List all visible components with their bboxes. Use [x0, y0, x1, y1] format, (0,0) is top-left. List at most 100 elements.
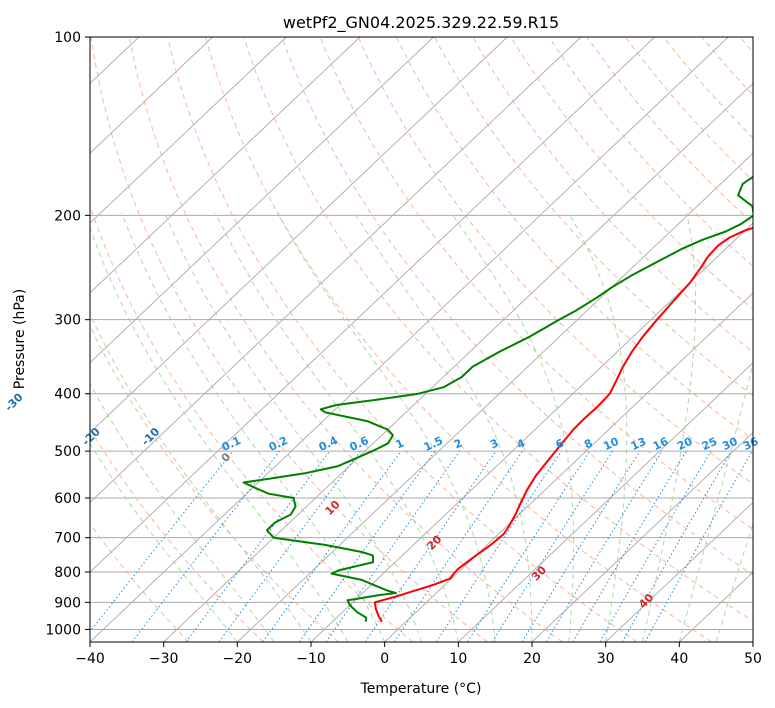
dry-adiabat — [205, 37, 712, 642]
mixing-ratio-line — [491, 450, 614, 642]
mixing-ratio-label: 6 — [554, 436, 567, 451]
dry-adiabat — [701, 37, 753, 96]
y-axis-label: Pressure (hPa) — [12, 289, 28, 389]
y-tick-label: 900 — [54, 595, 81, 611]
moist-adiabat — [354, 212, 533, 642]
mixing-ratio-line — [325, 450, 461, 642]
moist-adiabat — [90, 226, 349, 642]
mixing-ratio-label: 30 — [720, 435, 740, 453]
isotherm-gridline — [90, 37, 655, 573]
mixing-ratio-line — [644, 450, 753, 642]
mixing-ratio-line — [599, 450, 712, 642]
mixing-ratio-label: 2 — [452, 436, 464, 451]
dewpoint-profile — [242, 175, 753, 622]
x-tick-label: −20 — [223, 651, 253, 667]
y-tick-label: 400 — [54, 387, 81, 403]
isotherm-gridline — [90, 37, 508, 434]
mixing-ratio-label: 8 — [582, 436, 594, 451]
background-lines — [0, 37, 753, 642]
dry-adiabat — [434, 37, 753, 397]
mixing-ratio-line — [262, 450, 402, 642]
y-tick-label: 800 — [54, 565, 81, 581]
axes: −40 −30 −20 −10 0 10 20 30 40 50 100 200 300 400 500 60… — [45, 30, 762, 667]
dry-adiabat — [90, 325, 339, 642]
isotherm-gridline — [90, 37, 287, 224]
mixing-ratio-line — [621, 450, 732, 642]
dry-adiabat — [548, 37, 753, 267]
dry-adiabat — [739, 37, 753, 53]
moist-adiabat — [121, 212, 386, 642]
x-tick-label: 0 — [380, 651, 389, 667]
isotherm-gridline — [90, 37, 582, 503]
dry-adiabat — [510, 37, 753, 310]
mixing-ratio-line — [393, 450, 523, 642]
moist-adiabat — [90, 442, 238, 642]
x-tick-label: 30 — [597, 651, 615, 667]
isotherm-gridline — [384, 292, 753, 642]
moist-adiabat — [715, 522, 753, 642]
y-tick-label: 700 — [54, 531, 81, 547]
x-tick-label: 10 — [449, 651, 467, 667]
y-tick-label: 100 — [54, 30, 81, 46]
isotherm-gridline — [90, 37, 434, 364]
dry-adiabat-label: 10 — [323, 498, 343, 518]
dry-adiabat — [167, 37, 638, 642]
mixing-ratio-label: 10 — [601, 435, 621, 453]
dry-adiabat — [281, 37, 753, 576]
dry-adiabat — [586, 37, 753, 224]
mixing-ratio-label: 36 — [741, 435, 761, 453]
x-tick-label: 20 — [523, 651, 541, 667]
isotherm-gridline — [752, 641, 753, 642]
isotherm-gridline — [237, 152, 753, 642]
isotherm-gridline — [605, 501, 753, 642]
dry-adiabat — [90, 522, 190, 642]
moist-adiabat — [90, 382, 275, 642]
isotherm-gridline — [163, 82, 753, 642]
annotations: 0.1 0.2 0.4 0.6 1 1.5 2 3 4 6 8 10 13 16 20 25 30 36-30-2… — [2, 390, 760, 611]
dry-adiabat-label: -30 — [2, 390, 25, 413]
y-tick-label: 200 — [54, 208, 81, 224]
y-tick-label: 500 — [54, 444, 81, 460]
mixing-ratio-line — [545, 450, 663, 642]
mixing-ratio-line — [521, 450, 641, 642]
mixing-ratio-label: 20 — [675, 435, 695, 453]
y-tick-label: 300 — [54, 313, 81, 329]
dry-adiabat — [663, 37, 753, 139]
moist-adiabat — [568, 212, 628, 642]
moist-adiabat — [277, 212, 496, 642]
dry-adiabat-label: 30 — [529, 563, 549, 583]
plot-frame — [89, 36, 754, 643]
dry-adiabat — [128, 37, 563, 642]
mixing-ratio-label: 1 — [394, 436, 406, 451]
dry-adiabat — [90, 428, 264, 642]
dry-adiabat — [472, 37, 753, 353]
mixing-ratio-label: 16 — [651, 435, 671, 453]
isotherm-gridline — [531, 431, 753, 642]
mixing-ratio-line — [364, 450, 497, 642]
dry-adiabat — [90, 37, 488, 642]
moist-adiabat — [90, 313, 312, 642]
moist-adiabat — [678, 361, 753, 642]
dry-adiabat — [395, 37, 753, 441]
x-tick-label: −10 — [296, 651, 326, 667]
dry-adiabat-label: 20 — [424, 533, 444, 553]
mixing-ratio-label: 13 — [629, 435, 648, 453]
isotherm-gridline — [90, 37, 213, 154]
moist-adiabat — [215, 212, 459, 642]
dry-adiabat — [243, 37, 753, 622]
y-tick-label: 600 — [54, 491, 81, 507]
isotherm-gridline — [90, 37, 729, 642]
isotherm-gridline — [0, 37, 65, 642]
y-tick-label: 1000 — [45, 622, 81, 638]
x-tick-label: −30 — [149, 651, 179, 667]
x-tick-label: −40 — [75, 651, 105, 667]
x-axis-label: Temperature (°C) — [360, 681, 482, 697]
dry-adiabat-label: -20 — [80, 425, 103, 448]
mixing-ratio-line — [131, 450, 281, 642]
mixing-ratio-label: 25 — [700, 435, 719, 453]
dry-adiabat — [357, 37, 753, 485]
x-tick-label: 50 — [744, 651, 762, 667]
isotherm-gridline — [458, 362, 753, 642]
moist-adiabat — [164, 212, 422, 642]
